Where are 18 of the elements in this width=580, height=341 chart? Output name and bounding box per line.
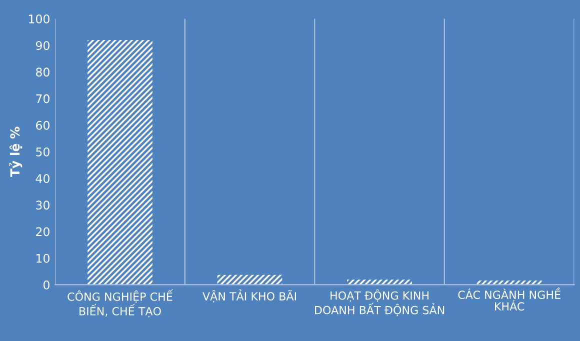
bar	[88, 40, 152, 285]
y-tick-label: 20	[36, 227, 50, 236]
x-tick-label: CÁC NGÀNH NGHỀ KHÁC	[458, 287, 560, 311]
y-tick-label: 0	[44, 280, 50, 290]
bar	[217, 274, 282, 285]
x-tick-label: HOẠT ĐỘNG KINH DOANH BẤT ĐỘNG SẢN	[315, 289, 444, 316]
y-tick-label: 70	[36, 94, 50, 104]
y-tick-label: 100	[29, 14, 50, 24]
y-tick-label: 60	[36, 120, 50, 130]
y-tick-label: 10	[36, 254, 50, 263]
x-tick-label: VẬN TẢI KHO BÃI	[202, 289, 296, 302]
x-tick-label: CÔNG NGHIỆP CHẾ BIẾN, CHẾ TẠO	[68, 289, 173, 318]
y-tick-label: 40	[36, 174, 50, 183]
y-tick-label: 80	[36, 68, 50, 77]
y-tick-label: 30	[36, 200, 50, 210]
y-axis-title: Tỷ lệ %	[8, 126, 22, 178]
y-tick-label: 90	[36, 41, 50, 50]
y-tick-label: 50	[36, 147, 50, 156]
